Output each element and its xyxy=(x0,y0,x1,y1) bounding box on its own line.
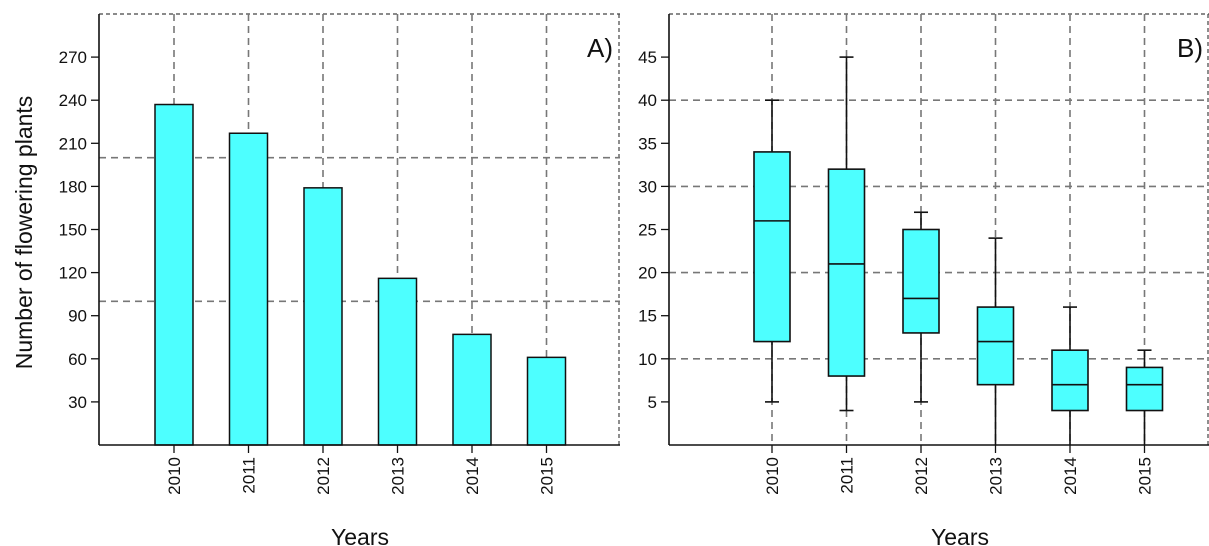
y-tick-label: 210 xyxy=(59,134,87,153)
x-axis-title: Years xyxy=(331,524,389,546)
y-tick-label: 30 xyxy=(68,393,87,412)
bar-2012 xyxy=(303,187,343,446)
y-tick-label: 150 xyxy=(59,221,87,240)
x-tick-label: 2012 xyxy=(314,457,333,495)
x-tick-label: 2010 xyxy=(763,457,782,495)
box-2013 xyxy=(976,306,1015,386)
x-tick-label: 2011 xyxy=(240,457,259,494)
y-tick-label: 180 xyxy=(59,177,87,196)
y-tick-label: 35 xyxy=(638,134,657,153)
box-2014 xyxy=(1051,349,1089,412)
y-tick-label: 240 xyxy=(59,91,87,110)
y-tick-label: 45 xyxy=(638,48,657,67)
y-tick-label: 40 xyxy=(638,91,657,110)
y-tick-label: 25 xyxy=(638,221,657,240)
box-2015 xyxy=(1125,366,1164,412)
y-tick-label: 15 xyxy=(638,307,657,326)
x-tick-label: 2015 xyxy=(1136,457,1155,495)
y-tick-label: 60 xyxy=(68,350,87,369)
bar-2013 xyxy=(377,277,418,446)
panel-b-box-plot: 5 10 15 20 25 30 35 40 45 2010 2011 2012 2013 2014 201… xyxy=(638,13,1209,546)
x-axis-title: Years xyxy=(931,524,989,546)
panel-label: B) xyxy=(1177,33,1203,63)
y-tick-label: 90 xyxy=(68,307,87,326)
x-tick-label: 2013 xyxy=(389,457,408,495)
bar-2010 xyxy=(154,103,194,446)
panel-label: A) xyxy=(587,33,613,63)
x-tick-label: 2014 xyxy=(1061,457,1080,495)
x-tick-label: 2014 xyxy=(463,457,482,495)
x-tick-label: 2010 xyxy=(165,457,184,495)
box-2011 xyxy=(827,168,866,377)
y-axis-title: Number of flowering plants xyxy=(11,96,37,370)
y-tick-label: 120 xyxy=(59,264,87,283)
y-tick-label: 30 xyxy=(638,177,657,196)
x-tick-label: 2013 xyxy=(987,457,1006,495)
bar-2014 xyxy=(452,333,492,446)
y-tick-label: 270 xyxy=(59,48,87,67)
box-2010 xyxy=(753,151,791,343)
panel-a-bar-chart: 30 60 90 120 150 180 210 240 270 2010 2011 2012 2013… xyxy=(11,13,620,546)
bar-2011 xyxy=(228,132,269,446)
y-tick-label: 20 xyxy=(638,264,657,283)
x-tick-label: 2015 xyxy=(538,457,557,495)
y-tick-label: 5 xyxy=(648,393,657,412)
x-tick-label: 2011 xyxy=(838,457,857,494)
bar-2015 xyxy=(526,356,567,446)
box-2012 xyxy=(902,228,940,334)
y-tick-label: 10 xyxy=(638,350,657,369)
x-tick-label: 2012 xyxy=(912,457,931,495)
